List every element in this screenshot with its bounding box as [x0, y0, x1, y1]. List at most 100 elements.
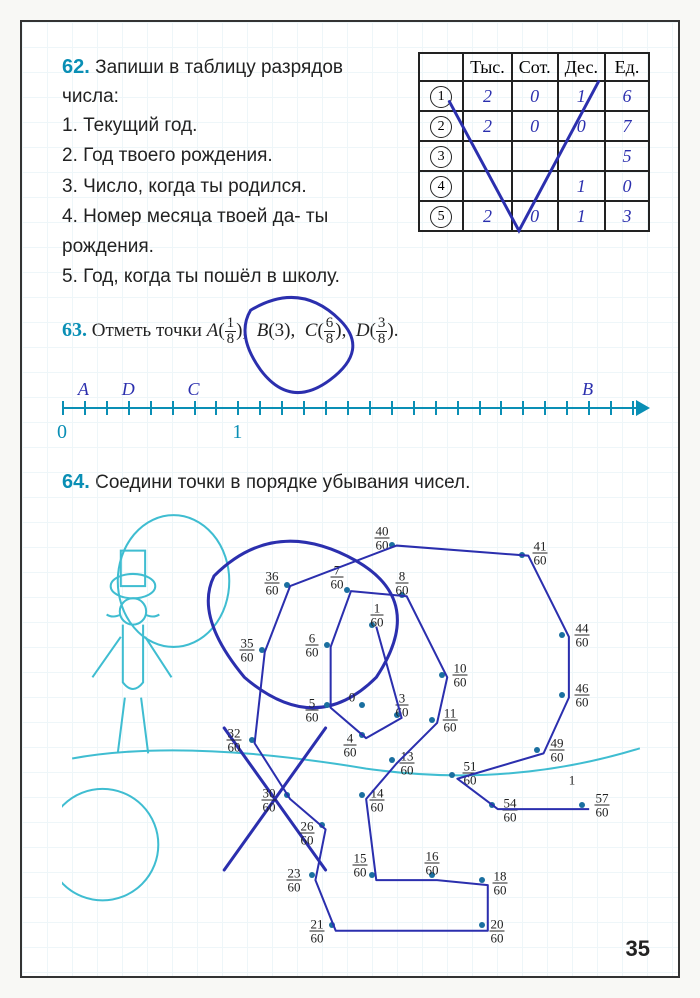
- numberline-point-A: A: [78, 379, 89, 400]
- dot-6: [324, 642, 330, 648]
- dot-label-7: 760: [331, 564, 344, 591]
- dot-label-20: 2060: [490, 918, 505, 945]
- dot-label-57: 5760: [595, 792, 610, 819]
- dot-11: [429, 717, 435, 723]
- pt-A: A: [207, 320, 219, 341]
- dot-label-5: 560: [306, 697, 319, 724]
- row-4-num: 4: [430, 176, 452, 198]
- dot-40: [389, 542, 395, 548]
- dot-label-10: 1060: [453, 662, 468, 689]
- r4c2: [512, 171, 558, 201]
- dot-10: [439, 672, 445, 678]
- dot-35: [259, 647, 265, 653]
- numberline-point-B: B: [582, 379, 593, 400]
- dot-label-32: 3260: [227, 727, 242, 754]
- col-hundreds: Сот.: [512, 53, 558, 81]
- ex62-item-2: 2. Год твоего рождения.: [62, 141, 404, 170]
- dot-18: [479, 877, 485, 883]
- col-thousands: Тыс.: [463, 53, 512, 81]
- numberline-label: 1: [232, 421, 242, 444]
- r3c2: [512, 141, 558, 171]
- dot-label-11: 1160: [443, 707, 458, 734]
- connect-dots-area: 5760546051604960466044604160406036603560…: [62, 505, 650, 965]
- dot-32: [249, 737, 255, 743]
- dot-41: [519, 552, 525, 558]
- dot-36: [284, 582, 290, 588]
- dot-5: [324, 702, 330, 708]
- ex63-title-1: Отметь точки: [92, 320, 207, 341]
- ex62-item-3: 3. Число, когда ты родился.: [62, 172, 404, 201]
- dot-51: [449, 772, 455, 778]
- dot-label-54: 5460: [503, 797, 518, 824]
- numberline-label: 0: [57, 421, 67, 444]
- row-2-num: 2: [430, 116, 452, 138]
- r2c2: 0: [512, 111, 558, 141]
- col-tens: Дес.: [558, 53, 605, 81]
- ex62-item-5: 5. Год, когда ты пошёл в школу.: [62, 262, 404, 291]
- r1c3: 1: [558, 81, 605, 111]
- dot-label-3: 360: [396, 692, 409, 719]
- dot-label-4: 460: [344, 732, 357, 759]
- r1c1: 2: [463, 81, 512, 111]
- r5c1: 2: [463, 201, 512, 231]
- r3c4: 5: [605, 141, 649, 171]
- dot-label-49: 4960: [550, 737, 565, 764]
- r4c3: 1: [558, 171, 605, 201]
- ex64-number: 64.: [62, 471, 90, 493]
- dot-14: [359, 792, 365, 798]
- dot-57: [579, 802, 585, 808]
- dot-23: [309, 872, 315, 878]
- numberline-point-C: C: [188, 379, 200, 400]
- dot-label-21: 2160: [310, 918, 325, 945]
- dot-label-36: 3660: [265, 570, 280, 597]
- page-number: 35: [626, 936, 650, 962]
- r2c3: 0: [558, 111, 605, 141]
- dot-49: [534, 747, 540, 753]
- dot-46: [559, 692, 565, 698]
- dot-15: [369, 872, 375, 878]
- ex62-number: 62.: [62, 56, 90, 78]
- dot-label-1: 160: [371, 602, 384, 629]
- ex62-list: 1. Текущий год. 2. Год твоего рождения. …: [62, 111, 404, 292]
- exercise-62: 62. Запиши в таблицу разрядов числа: 1. …: [62, 52, 650, 293]
- dot-label-35: 3560: [240, 637, 255, 664]
- ex64-title: Соедини точки в порядке убывания чисел.: [95, 472, 470, 493]
- r5c4: 3: [605, 201, 649, 231]
- pt-C: C: [305, 320, 318, 341]
- dot-label-13: 1360: [400, 750, 415, 777]
- row-3-num: 3: [430, 146, 452, 168]
- dot-26: [319, 822, 325, 828]
- dot-20: [479, 922, 485, 928]
- dot-label-18: 1860: [493, 870, 508, 897]
- r2c1: 2: [463, 111, 512, 141]
- dot-label-41: 4160: [533, 540, 548, 567]
- dot-label-0: 0: [349, 691, 356, 704]
- col-ones: Ед.: [605, 53, 649, 81]
- r2c4: 7: [605, 111, 649, 141]
- pt-B: B: [257, 320, 269, 341]
- pt-D: D: [356, 320, 370, 341]
- dot-label-46: 4660: [575, 682, 590, 709]
- dot-label-40: 4060: [375, 525, 390, 552]
- dot-label-30: 3060: [262, 787, 277, 814]
- r3c1: [463, 141, 512, 171]
- ex62-item-1: 1. Текущий год.: [62, 111, 404, 140]
- dot-label-26: 2660: [300, 820, 315, 847]
- row-5-num: 5: [430, 206, 452, 228]
- dot-0: [359, 702, 365, 708]
- ex62-title: Запиши в таблицу разрядов числа:: [62, 57, 343, 107]
- ex63-number: 63.: [62, 319, 87, 341]
- dot-label-14: 1460: [370, 787, 385, 814]
- dot-13: [389, 757, 395, 763]
- numberline-point-D: D: [122, 379, 135, 400]
- r3c3: [558, 141, 605, 171]
- dot-7: [344, 587, 350, 593]
- dot-4: [359, 732, 365, 738]
- exercise-63: 63. Отметь точки A(18), B(3), C(68), D(3…: [62, 315, 650, 451]
- dot-label-23: 2360: [287, 867, 302, 894]
- r5c3: 1: [558, 201, 605, 231]
- dot-label-8: 860: [396, 570, 409, 597]
- r1c2: 0: [512, 81, 558, 111]
- ex62-item-4: 4. Номер месяца твоей да- ты рождения.: [62, 202, 404, 261]
- row-1-num: 1: [430, 86, 452, 108]
